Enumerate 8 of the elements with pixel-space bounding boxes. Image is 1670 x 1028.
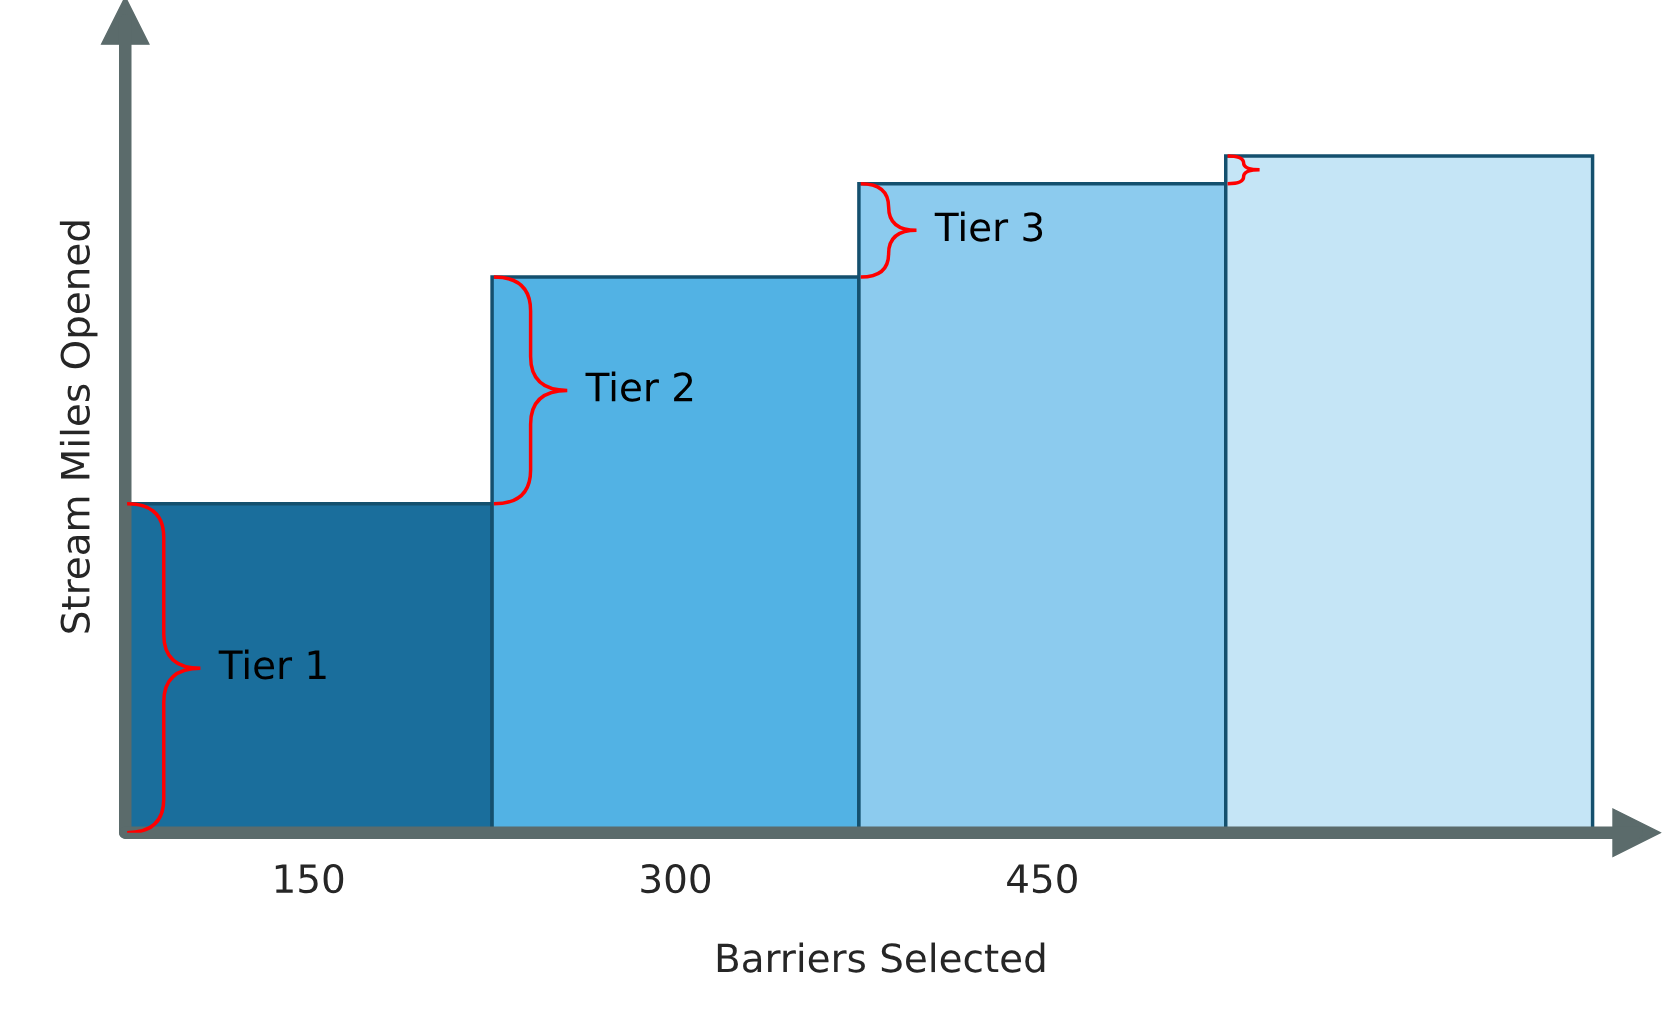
annotation: Tier 3 [934, 211, 1043, 242]
x-tick-label: 150 [275, 863, 344, 894]
y-axis-title: Stream Miles Opened [59, 221, 98, 633]
x-tick-label: 300 [641, 863, 711, 894]
annotation: Tier 1 [218, 649, 326, 680]
x-tick-label: 450 [1007, 863, 1077, 894]
annotation: Tier 2 [585, 371, 693, 402]
x-axis-title: Barriers Selected [717, 942, 1045, 973]
